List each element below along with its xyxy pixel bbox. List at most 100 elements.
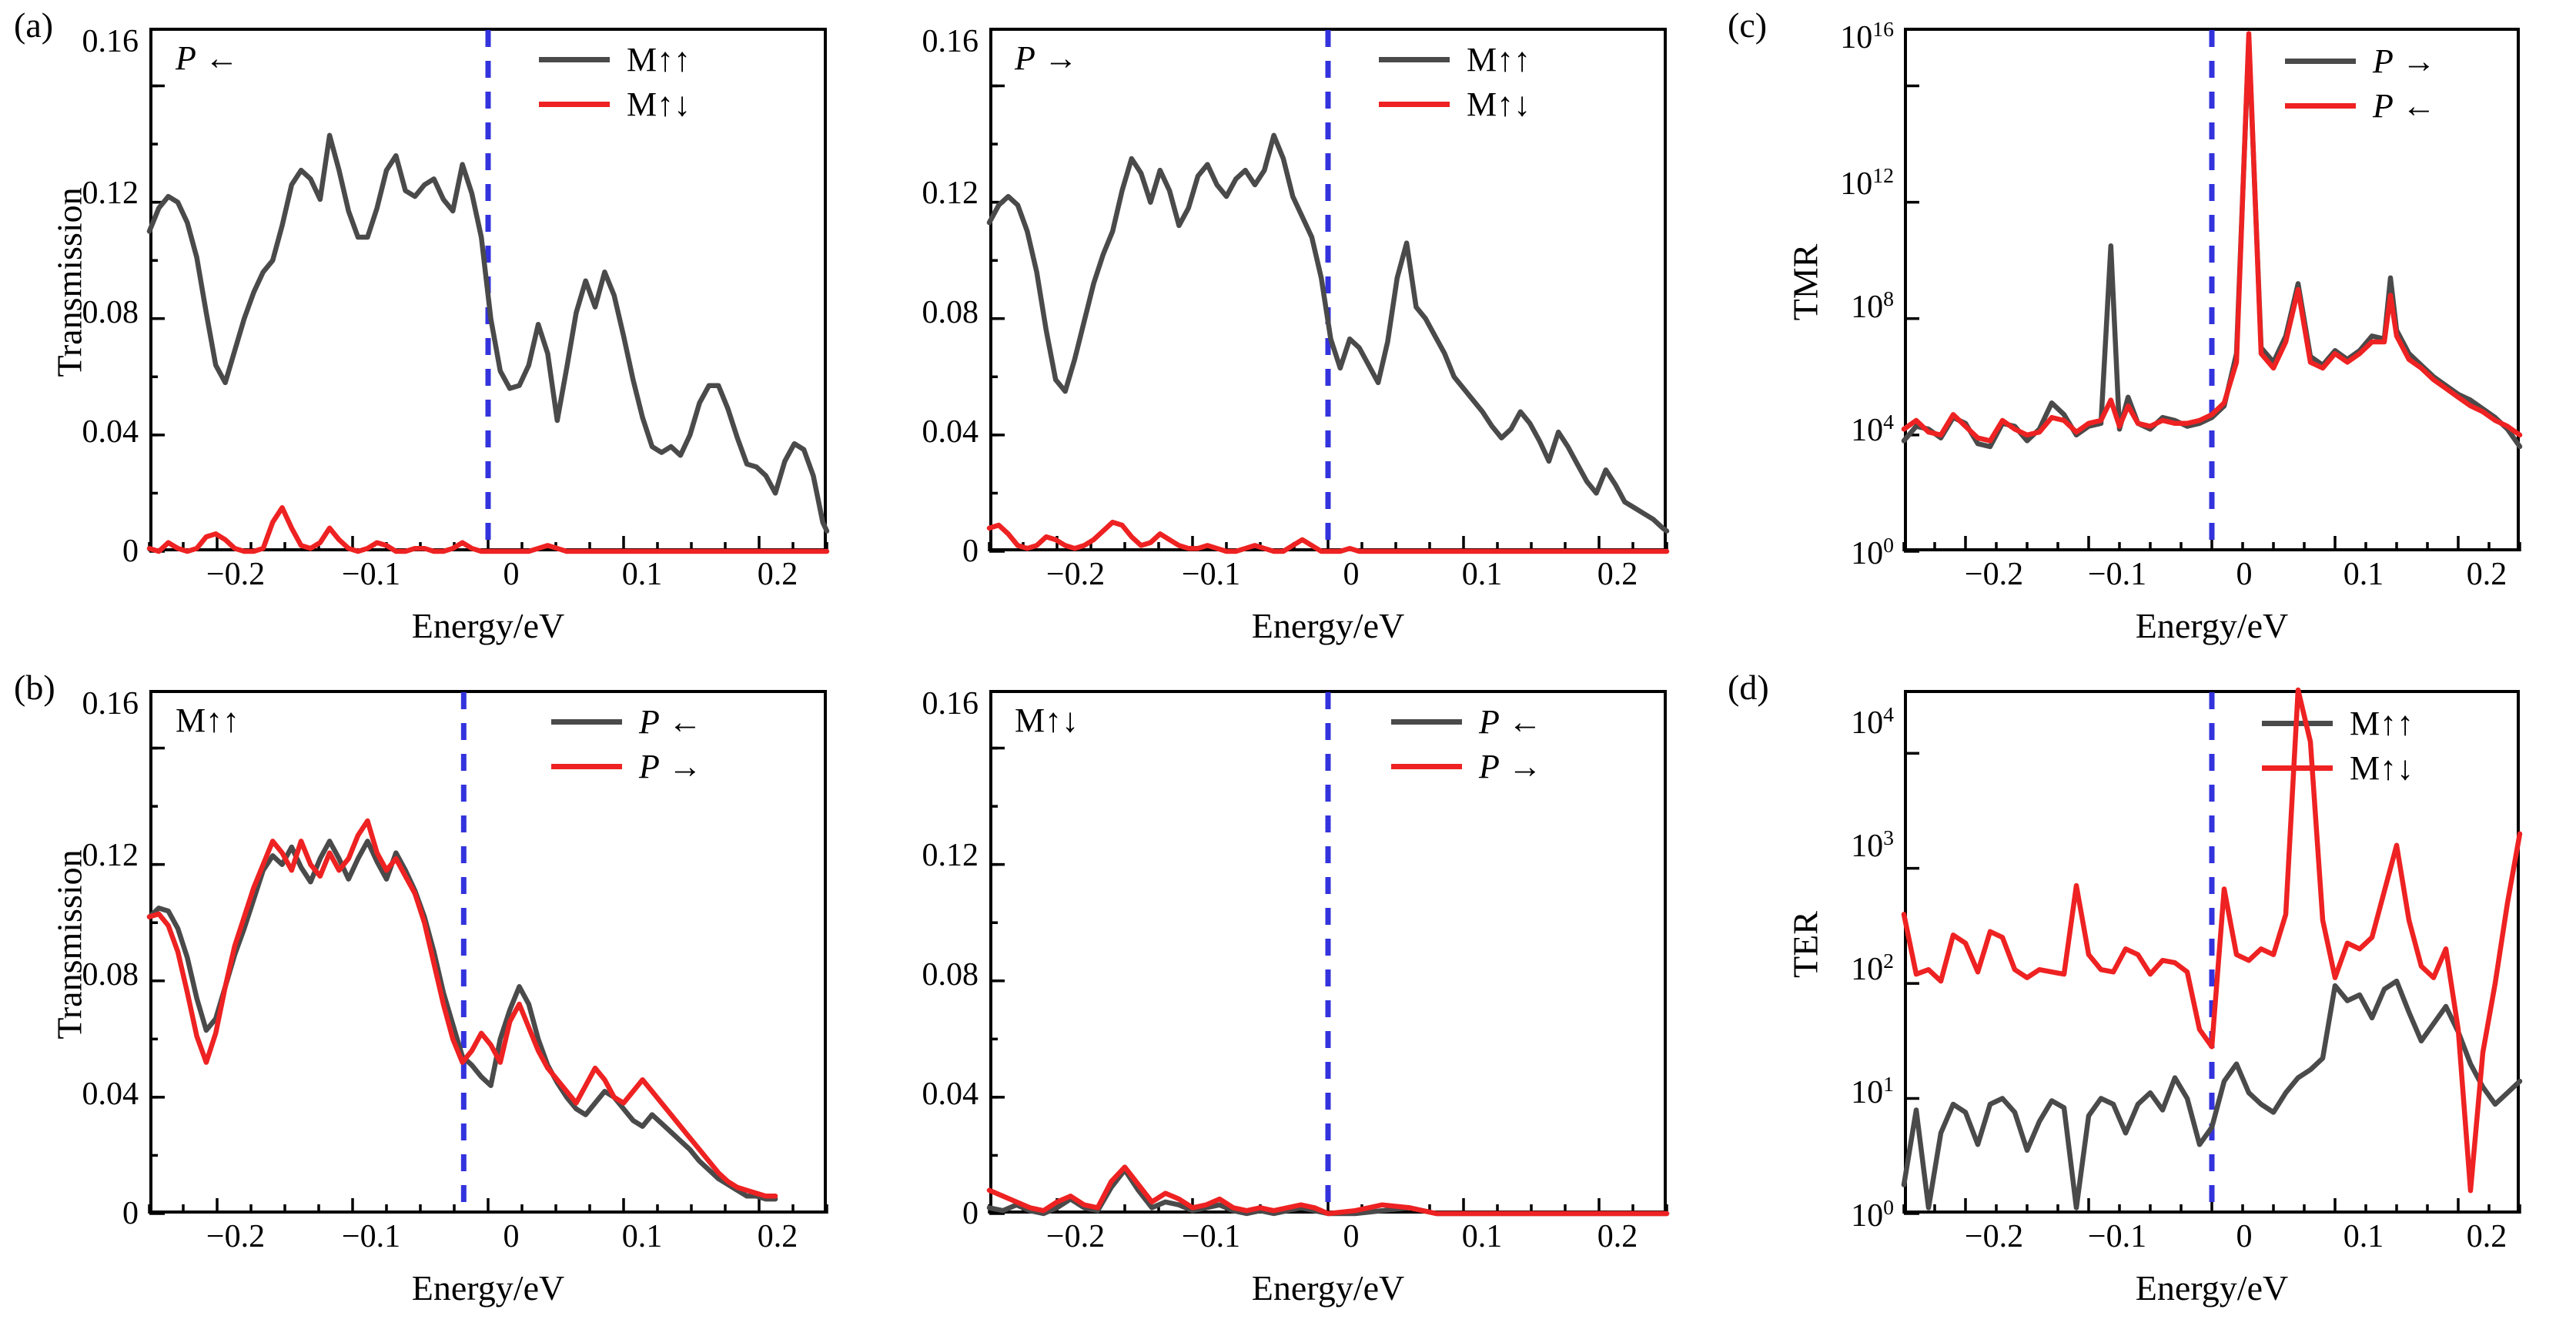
legend-label-d-0: M↑↑ — [2350, 704, 2414, 742]
x-axis-label-c: Energy/eV — [2135, 606, 2289, 645]
y-tick-d-1: 101 — [1851, 1072, 1894, 1110]
legend-swatch-black-icon — [539, 56, 610, 62]
legend-swatch-black-icon — [1391, 718, 1462, 725]
legend-label-a-0: M↑↑ — [627, 40, 691, 79]
y-tick-b-0: 0 — [122, 1196, 139, 1231]
x-tick-b-2: 0 — [503, 1219, 520, 1254]
y-tick-b2-3: 0.12 — [922, 838, 979, 873]
legend-swatch-black-icon — [551, 718, 622, 725]
x-tick-a2-1: −0.1 — [1181, 557, 1241, 592]
x-tick-b2-3: 0.1 — [1461, 1219, 1503, 1254]
legend-item-a2-1: M↑↓ — [1379, 82, 1531, 126]
x-tick-d-0: −0.2 — [1964, 1219, 2024, 1254]
x-tick-b2-1: −0.1 — [1181, 1219, 1241, 1254]
legend-b2: P ← P → — [1391, 699, 1542, 789]
legend-swatch-red-icon — [539, 101, 610, 107]
x-axis-label-b: Energy/eV — [411, 1268, 565, 1308]
x-tick-a-3: 0.1 — [621, 557, 663, 592]
legend-item-a-1: M↑↓ — [539, 82, 691, 126]
legend-swatch-red-icon — [2285, 102, 2356, 109]
y-tick-b-1: 0.04 — [82, 1077, 139, 1112]
legend-label-b2-1: P → — [1479, 747, 1542, 785]
y-tick-d-3: 103 — [1851, 825, 1894, 864]
y-tick-c-3: 1012 — [1840, 163, 1894, 202]
legend-swatch-red-icon — [1391, 763, 1462, 769]
legend-item-b2-0: P ← — [1391, 699, 1542, 744]
x-tick-b-0: −0.2 — [206, 1219, 266, 1254]
legend-label-d-1: M↑↓ — [2350, 748, 2414, 787]
legend-item-c-0: P → — [2285, 39, 2436, 83]
panel-b2-condition-label: M↑↓ — [1015, 702, 1079, 739]
x-tick-a-4: 0.2 — [757, 557, 798, 592]
x-tick-a2-4: 0.2 — [1597, 557, 1638, 592]
legend-label-a2-1: M↑↓ — [1467, 85, 1531, 123]
x-tick-c-1: −0.1 — [2087, 557, 2147, 592]
legend-label-a2-0: M↑↑ — [1467, 40, 1531, 79]
y-tick-c-0: 100 — [1851, 533, 1894, 571]
panel-a2-condition-label: P → — [1015, 39, 1078, 77]
x-axis-label-d: Energy/eV — [2135, 1268, 2289, 1308]
y-tick-a2-2: 0.08 — [922, 295, 979, 330]
x-tick-c-0: −0.2 — [1964, 557, 2024, 592]
y-tick-b-2: 0.08 — [82, 957, 139, 993]
y-tick-c-2: 108 — [1851, 286, 1894, 325]
legend-label-b-1: P → — [639, 747, 702, 785]
legend-swatch-red-icon — [1379, 101, 1450, 107]
y-tick-b2-4: 0.16 — [922, 686, 979, 722]
x-tick-b-4: 0.2 — [757, 1219, 798, 1254]
x-axis-label-a2: Energy/eV — [1251, 606, 1405, 645]
legend-label-b-0: P ← — [639, 702, 702, 741]
x-tick-c-2: 0 — [2236, 557, 2253, 592]
x-tick-b2-0: −0.2 — [1045, 1219, 1106, 1254]
legend-label-a-1: M↑↓ — [627, 85, 691, 123]
y-tick-a-3: 0.12 — [82, 176, 139, 211]
legend-item-b2-1: P → — [1391, 744, 1542, 789]
legend-swatch-red-icon — [551, 763, 622, 769]
x-tick-a2-3: 0.1 — [1461, 557, 1503, 592]
panel-letter-b: (b) — [14, 668, 55, 707]
legend-swatch-black-icon — [2285, 58, 2356, 64]
legend-label-c-0: P → — [2373, 42, 2436, 80]
x-tick-d-2: 0 — [2236, 1219, 2253, 1254]
x-tick-c-4: 0.2 — [2466, 557, 2507, 592]
x-tick-c-3: 0.1 — [2343, 557, 2384, 592]
x-tick-a-0: −0.2 — [206, 557, 266, 592]
y-tick-a2-0: 0 — [962, 534, 979, 569]
legend-c: P → P ← — [2285, 39, 2436, 128]
legend-b: P ← P → — [551, 699, 702, 789]
x-tick-b-3: 0.1 — [621, 1219, 663, 1254]
legend-item-d-1: M↑↓ — [2262, 745, 2414, 790]
y-tick-d-2: 102 — [1851, 949, 1894, 987]
panel-letter-d: (d) — [1728, 668, 1769, 707]
x-tick-d-1: −0.1 — [2087, 1219, 2147, 1254]
legend-swatch-red-icon — [2262, 765, 2333, 771]
legend-item-a2-0: M↑↑ — [1379, 37, 1531, 82]
y-tick-a-1: 0.04 — [82, 414, 139, 450]
panel-a-condition-label: P ← — [176, 39, 239, 77]
legend-label-c-1: P ← — [2373, 86, 2436, 125]
y-tick-d-4: 104 — [1851, 702, 1894, 741]
y-tick-a2-1: 0.04 — [922, 414, 979, 450]
y-tick-b-4: 0.16 — [82, 686, 139, 722]
panel-b-condition-label: M↑↑ — [176, 702, 240, 739]
x-tick-b-1: −0.1 — [341, 1219, 401, 1254]
x-tick-a-1: −0.1 — [341, 557, 401, 592]
y-tick-a-0: 0 — [122, 534, 139, 569]
y-tick-c-1: 104 — [1851, 410, 1894, 448]
legend-label-b2-0: P ← — [1479, 702, 1542, 741]
legend-item-a-0: M↑↑ — [539, 37, 691, 82]
legend-item-b-1: P → — [551, 744, 702, 789]
y-tick-a2-3: 0.12 — [922, 176, 979, 211]
legend-item-b-0: P ← — [551, 699, 702, 744]
y-tick-b2-2: 0.08 — [922, 957, 979, 993]
x-tick-a2-2: 0 — [1343, 557, 1360, 592]
legend-a2: M↑↑ M↑↓ — [1379, 37, 1531, 126]
y-tick-a-2: 0.08 — [82, 295, 139, 330]
y-tick-a-4: 0.16 — [82, 24, 139, 59]
legend-swatch-black-icon — [1379, 56, 1450, 62]
